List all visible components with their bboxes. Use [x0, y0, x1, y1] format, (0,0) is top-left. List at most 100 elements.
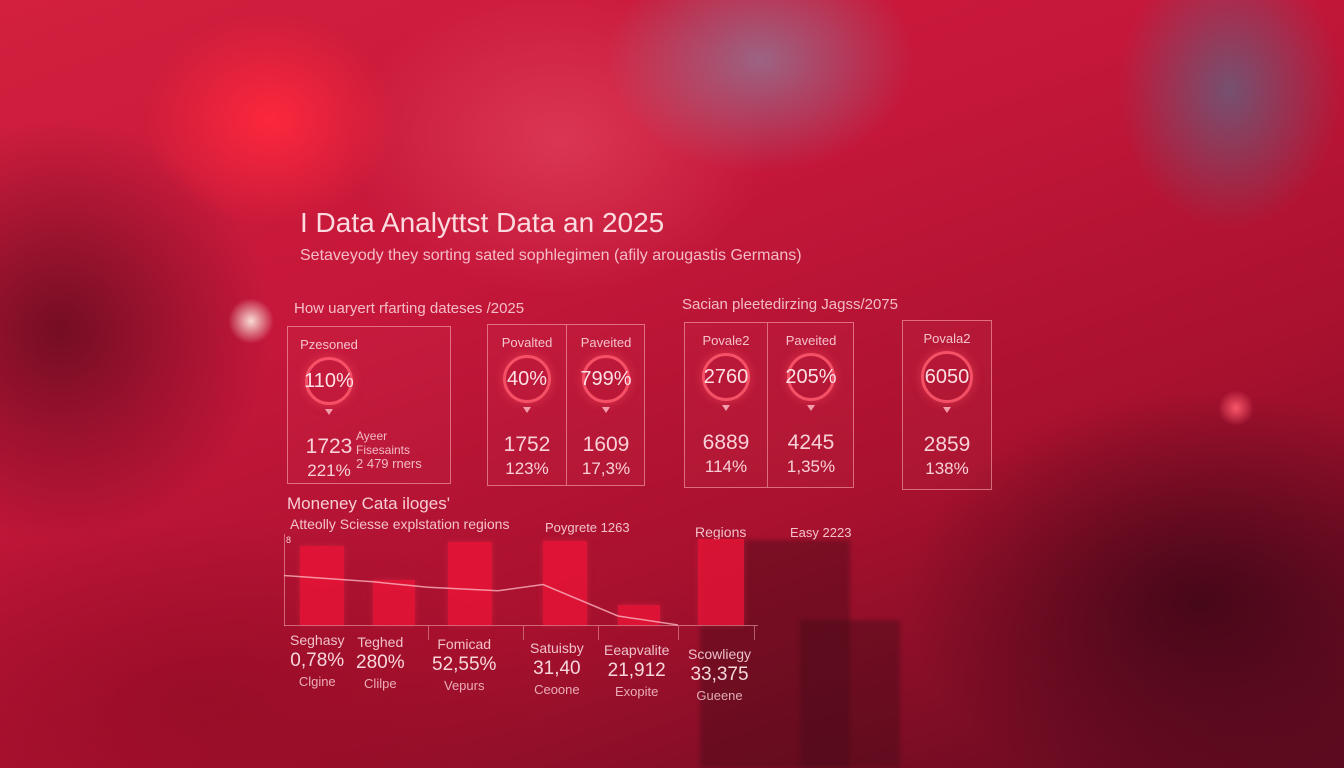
stat-label: Povale2	[702, 333, 750, 348]
stat-label: Paveited	[580, 335, 632, 350]
stat-value: 6889	[702, 431, 750, 454]
chart-bar	[448, 542, 492, 625]
metric-value: 21,912	[607, 660, 666, 681]
x-axis	[284, 625, 758, 626]
stat-card-d: Povala2 6050 2859 138%	[902, 320, 992, 490]
metric-sub: Clgine	[298, 674, 336, 689]
metric-item: Eeapvalite 21,912 Exopite	[604, 642, 669, 699]
stat-value: 1752	[503, 433, 551, 456]
stat-percent: 221%	[307, 461, 351, 480]
caret-down-icon	[943, 407, 951, 413]
chart-bar	[300, 545, 344, 625]
ring-value: 2760	[703, 365, 749, 388]
stat-cell: Povale2 2760 6889 114%	[685, 323, 767, 487]
chart-header-3: Easy 2223	[790, 525, 852, 540]
stat-card-a: Pzesoned 110% 1723 221% Ayeer Fisesaints…	[287, 326, 451, 484]
caret-down-icon	[807, 405, 815, 411]
stat-value: 1609	[582, 433, 630, 456]
metric-sub: Clilpe	[364, 676, 397, 691]
chart-subtitle: Atteolly Sciesse explstation regions	[290, 516, 510, 532]
metric-name: Satuisby	[530, 640, 584, 656]
x-axis-tick	[678, 626, 679, 640]
stat-label: Povalted	[501, 335, 553, 350]
stat-cell: Povala2 6050 2859 138%	[903, 321, 991, 489]
stat-cell: Povalted 40% 1752 123%	[488, 325, 566, 485]
stat-cell: Pzesoned 110% 1723 221%	[288, 327, 370, 483]
metric-sub: Vepurs	[443, 678, 485, 693]
ring-gauge: 799%	[580, 355, 632, 403]
caret-down-icon	[722, 405, 730, 411]
red-light-dot	[1218, 390, 1254, 426]
metric-item: Scowliegy 33,375 Gueene	[688, 646, 751, 703]
chart-header-1: Poygrete 1263	[545, 520, 630, 535]
stat-label: Povala2	[923, 331, 971, 346]
building-silhouette-2	[800, 620, 900, 768]
caret-down-icon	[325, 409, 333, 415]
metric-value: 280%	[356, 652, 405, 673]
metric-value: 33,375	[690, 664, 749, 685]
page-title: I Data Analyttst Data an 2025	[300, 207, 665, 238]
trend-line-path	[283, 574, 679, 626]
stat-cell: Paveited 205% 4245 1,35%	[767, 323, 854, 487]
right-section-title: Sacian pleetedirzing Jagss/2075	[682, 296, 898, 313]
chart-bar	[698, 538, 744, 625]
stat-label: Paveited	[785, 333, 837, 348]
ring-gauge: 40%	[503, 355, 551, 403]
page-subtitle: Setaveyody they sorting sated sophlegime…	[300, 247, 802, 264]
stat-card-b: Povalted 40% 1752 123% Paveited 799% 160…	[487, 324, 645, 486]
ring-gauge: 205%	[785, 353, 837, 401]
ring-gauge: 6050	[921, 351, 973, 403]
stat-value: 1723	[305, 435, 353, 458]
stat-percent: 123%	[505, 459, 549, 478]
metric-sub: Exopite	[615, 684, 659, 699]
stat-label: Pzesoned	[300, 337, 358, 352]
light-flare	[228, 298, 274, 344]
x-axis-tick	[754, 626, 755, 640]
y-axis-tick-label: 8	[286, 535, 292, 545]
chart-bar	[543, 541, 587, 625]
metric-value: 31,40	[533, 658, 581, 679]
caret-down-icon	[523, 407, 531, 413]
stat-percent: 17,3%	[581, 459, 631, 478]
stat-cell: Paveited 799% 1609 17,3%	[566, 325, 645, 485]
metric-item: Seghasy 0,78% Clgine	[290, 632, 344, 689]
trend-line	[283, 574, 679, 626]
metric-name: Eeapvalite	[604, 642, 670, 658]
ring-gauge: 2760	[702, 353, 750, 401]
ring-value: 110%	[304, 369, 354, 392]
ring-value: 40%	[506, 367, 548, 390]
x-axis-tick	[598, 626, 599, 640]
stat-card-c: Povale2 2760 6889 114% Paveited 205% 424…	[684, 322, 854, 488]
left-section-title: How uaryert rfarting dateses /2025	[294, 300, 525, 317]
stat-note-line-1: Ayeer	[356, 429, 388, 443]
stat-note-line-3: 2 479 rners	[356, 456, 422, 471]
metric-item: Teghed 280% Clilpe	[356, 634, 405, 691]
caret-down-icon	[602, 407, 610, 413]
ring-value: 6050	[924, 365, 970, 388]
y-axis	[284, 534, 285, 626]
stat-value: 2859	[923, 433, 971, 456]
x-axis-tick	[523, 626, 524, 640]
metric-sub: Gueene	[696, 688, 743, 703]
ring-value: 799%	[580, 367, 632, 390]
chart-bar	[373, 580, 415, 625]
stat-percent: 114%	[704, 457, 748, 476]
bar-chart: 8	[278, 534, 758, 640]
stat-note-line-2: Fisesaints	[356, 443, 411, 457]
metric-item: Satuisby 31,40 Ceoone	[530, 640, 584, 697]
stat-percent: 1,35%	[786, 457, 836, 476]
stat-note: Ayeer Fisesaints 2 479 rners	[356, 429, 422, 471]
stat-value: 4245	[787, 431, 835, 454]
ring-gauge: 110%	[304, 357, 354, 405]
chart-header-2: Regions	[695, 524, 747, 540]
metric-name: Scowliegy	[688, 646, 752, 662]
ring-value: 205%	[785, 365, 837, 388]
chart-title: Moneney Cata iloges'	[287, 494, 450, 513]
metric-name: Fomicad	[437, 636, 492, 652]
stat-percent: 138%	[925, 459, 969, 478]
metric-name: Teghed	[357, 634, 404, 650]
x-axis-tick	[428, 626, 429, 640]
metric-value: 0,78%	[290, 650, 345, 671]
metric-value: 52,55%	[432, 654, 497, 675]
